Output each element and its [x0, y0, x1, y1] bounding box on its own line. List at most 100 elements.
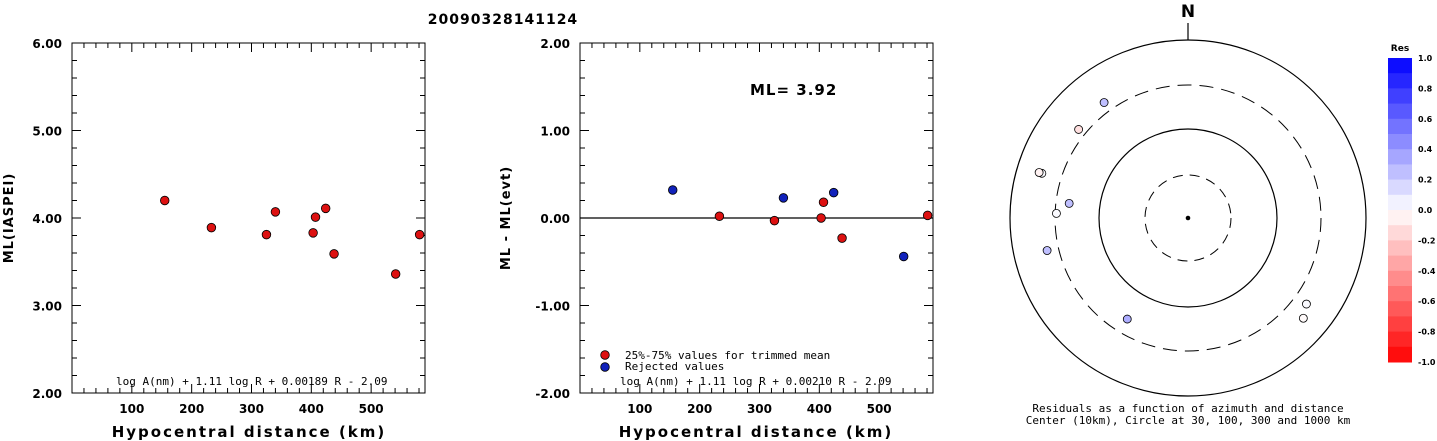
residual-colorbar: Res 1.0 0.8 0.6 0.4 0.2 0.0 -0.2 -0.4 -0.6 -0.8 -1… [1388, 44, 1436, 367]
colorbar-cell [1388, 88, 1412, 105]
legend-label-rejected: Rejected values [625, 360, 724, 373]
data-point [714, 211, 725, 221]
station-residual-point [1122, 314, 1132, 324]
x-tick-label: 200 [687, 402, 712, 416]
page-title: 20090328141124 [428, 12, 578, 28]
station-residual-point [1302, 299, 1311, 309]
colorbar-tick-label: 0.4 [1418, 145, 1433, 154]
ring-30km [1144, 174, 1232, 262]
ring-100km [1098, 128, 1278, 308]
ring-300km [1054, 84, 1322, 352]
colorbar-cell [1388, 134, 1412, 150]
caption-line-1: Residuals as a function of azimuth and d… [1032, 402, 1343, 415]
x-tick-label: 300 [747, 402, 772, 416]
colorbar-cell [1388, 103, 1412, 120]
colorbar-tick-label: 0.8 [1418, 84, 1433, 93]
data-point [837, 233, 847, 243]
data-point [329, 249, 339, 259]
plot-frame [71, 42, 426, 394]
x-tick-label: 300 [239, 402, 264, 416]
colorbar-cell [1388, 179, 1412, 196]
colorbar-cell [1388, 255, 1412, 272]
colorbar-cell [1388, 225, 1412, 241]
station-residual-point [1034, 168, 1044, 177]
caption-line-2: Center (10km), Circle at 30, 100, 300 an… [1026, 414, 1351, 427]
magnitude-vs-distance-panel: 100 200 300 400 500 2.00 3.00 4.00 5.00 6.00 ML(I… [2, 37, 426, 441]
colorbar-cell [1388, 210, 1412, 226]
y-tick-label: 2.00 [32, 387, 62, 401]
station-residual-point [1099, 98, 1109, 107]
data-point [160, 195, 170, 206]
colorbar-cell [1388, 346, 1412, 363]
data-point [778, 193, 789, 203]
x-tick-label: 100 [119, 402, 144, 416]
residual-vs-distance-panel: 100 200 300 400 500 -2.00 -1.00 0.00 1.00 2.00 ML… [499, 37, 934, 441]
colorbar-tick-label: -0.6 [1418, 297, 1436, 306]
y-tick-label: 4.00 [32, 212, 62, 226]
x-tick-label: 400 [299, 402, 324, 416]
data-point [261, 229, 272, 240]
azimuth-residual-panel: N Residuals as a function of azimuth and… [1009, 2, 1367, 427]
colorbar-cell [1388, 73, 1412, 89]
colorbar-tick-label: -0.2 [1418, 236, 1436, 245]
y-axis-label: ML(IASPEI) [2, 173, 17, 264]
ml-annotation: ML= 3.92 [750, 81, 837, 99]
data-point [898, 251, 909, 262]
epicenter-dot [1185, 215, 1191, 221]
x-axis-label: Hypocentral distance (km) [619, 423, 894, 441]
x-tick-label: 100 [627, 402, 652, 416]
colorbar-tick-label: 0.6 [1418, 115, 1433, 124]
y-tick-label: 2.00 [540, 37, 570, 51]
colorbar-cell [1388, 301, 1412, 317]
formula-label: log A(nm) + 1.11 log R + 0.00189 R - 2.0… [116, 375, 388, 388]
north-label: N [1181, 2, 1195, 22]
colorbar-cell [1388, 58, 1412, 74]
station-residual-point [1074, 125, 1084, 134]
y-tick-label: 0.00 [540, 212, 570, 226]
colorbar-cell [1388, 149, 1412, 165]
legend-marker-trimmed [600, 350, 610, 360]
colorbar-tick-label: 1.0 [1418, 54, 1433, 63]
station-residual-point [1052, 209, 1061, 218]
data-point [668, 185, 678, 195]
y-axis-label: ML - ML(evt) [499, 166, 514, 270]
y-tick-label: 5.00 [32, 125, 62, 139]
colorbar-tick-label: -0.8 [1418, 328, 1436, 337]
data-point [390, 269, 401, 279]
data-point [816, 213, 826, 223]
y-tick-label: -2.00 [535, 387, 570, 401]
y-tick-label: 3.00 [32, 300, 62, 314]
y-tick-label: 6.00 [32, 37, 62, 51]
y-tick-label: -1.00 [535, 300, 570, 314]
colorbar-cell [1388, 316, 1412, 333]
colorbar-cell [1388, 270, 1412, 287]
colorbar-cell [1388, 286, 1412, 302]
data-point [206, 222, 217, 233]
colorbar-tick-label: -1.0 [1418, 358, 1436, 367]
x-tick-label: 500 [359, 402, 384, 416]
data-point [320, 203, 331, 214]
colorbar-tick-label: -0.4 [1418, 267, 1436, 276]
formula-label: log A(nm) + 1.11 log R + 0.00210 R - 2.0… [620, 375, 892, 388]
colorbar-cell [1388, 331, 1412, 348]
data-point [414, 229, 425, 240]
colorbar-cell [1388, 240, 1412, 257]
legend-marker-rejected [600, 362, 610, 372]
colorbar-cell [1388, 194, 1412, 211]
data-point [828, 187, 839, 198]
data-point [310, 212, 321, 222]
station-residual-point [1298, 313, 1308, 323]
x-tick-label: 500 [867, 402, 892, 416]
station-residual-point [1042, 246, 1052, 255]
x-tick-label: 200 [179, 402, 204, 416]
data-point [769, 215, 780, 226]
data-point [922, 210, 933, 221]
data-point [270, 207, 281, 217]
colorbar-tick-label: 0.2 [1418, 176, 1432, 185]
colorbar-tick-label: 0.0 [1418, 206, 1433, 215]
colorbar-cell [1388, 164, 1412, 181]
station-residual-point [1064, 199, 1074, 208]
colorbar-title: Res [1391, 44, 1409, 54]
x-axis-label: Hypocentral distance (km) [112, 423, 387, 441]
